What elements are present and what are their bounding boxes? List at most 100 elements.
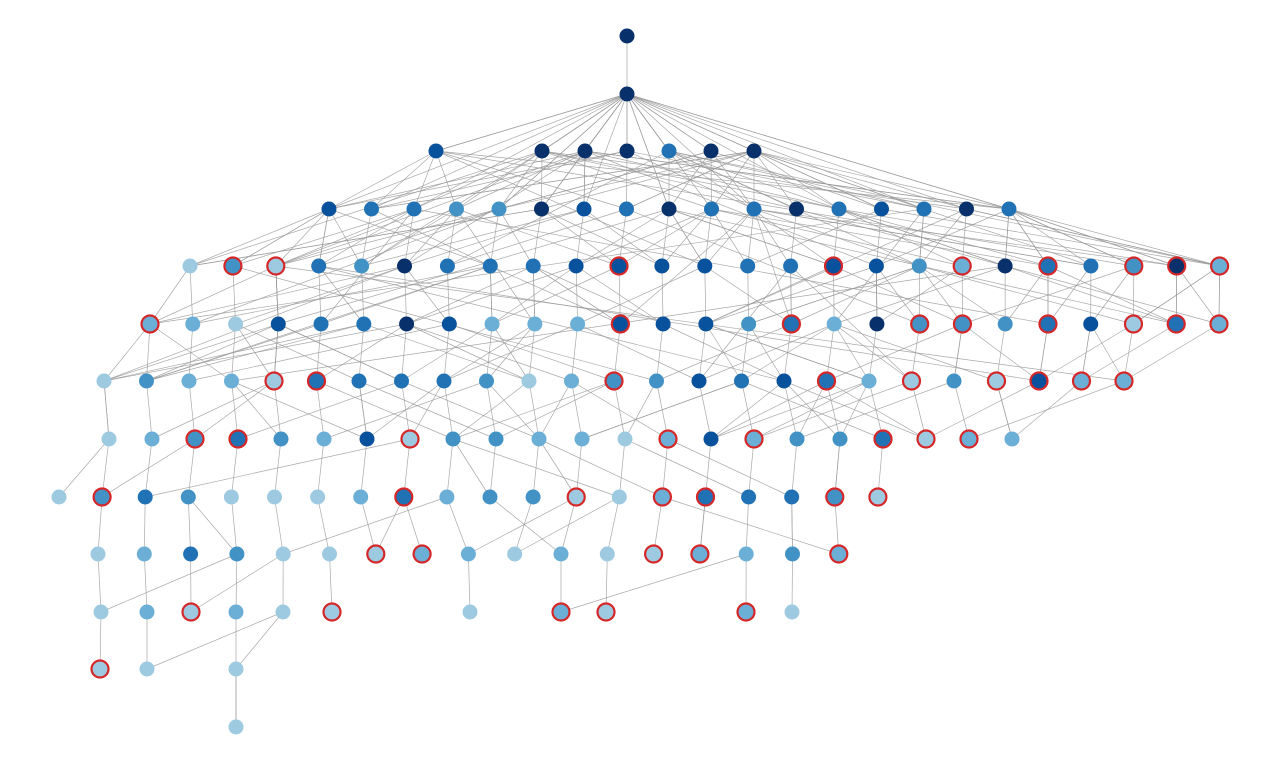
edge [791,438,798,498]
edge [753,150,1010,210]
edge [745,496,749,555]
node [183,546,199,562]
node [223,489,239,505]
edge [1038,323,1049,382]
edge [571,323,578,382]
edge [489,208,500,267]
node [654,258,670,274]
node [599,546,615,562]
edge [452,380,615,440]
edge [363,323,530,382]
edge [705,438,712,498]
edge [1090,323,1125,382]
node [224,373,239,389]
edge [144,438,153,498]
edge [318,265,322,325]
node [832,431,848,447]
edge [575,438,583,498]
edge [358,380,368,440]
edge [1004,265,1177,325]
edge [489,496,562,555]
node [697,258,713,274]
edge [318,265,365,325]
edge [571,380,583,440]
edge [698,323,707,382]
edge [486,380,540,440]
node [228,316,244,332]
edge [401,380,540,440]
edge [571,380,669,440]
node [785,546,800,562]
flagged-node [1114,371,1134,391]
node [698,316,714,332]
flagged-node [90,659,110,679]
edge [533,265,621,325]
node [525,489,541,505]
node [619,86,635,102]
edge [447,265,450,325]
node [946,373,962,389]
edge [143,496,146,555]
edge [318,208,330,267]
node [916,201,932,217]
edge [560,553,747,613]
edge [791,496,793,555]
edge [1123,323,1220,382]
edge [188,496,238,555]
edge [452,438,491,498]
edge [626,93,755,152]
edge [275,208,500,267]
node [553,546,569,562]
edge [435,150,705,267]
edge [698,380,712,440]
node [534,143,550,159]
edges [58,36,1220,727]
edge [235,323,275,382]
edge [358,380,497,440]
node [576,201,592,217]
node [507,546,523,562]
edge [232,208,415,267]
edge [618,438,626,498]
node [364,201,379,217]
edge [446,438,454,498]
edge [151,380,275,440]
node [139,373,154,389]
edge [235,611,284,670]
edge [538,438,663,498]
node [275,546,291,562]
edge [231,438,239,498]
edge [538,380,572,440]
edge [838,208,1049,267]
edge [435,150,457,210]
edge [328,208,491,267]
edge [626,93,670,210]
edge [533,265,664,325]
flagged-node [551,602,571,622]
edge [235,553,238,613]
edge [710,380,870,440]
edge [581,380,742,440]
edge [1176,265,1220,325]
edge [149,265,191,325]
node [619,201,634,217]
node [1083,258,1099,274]
edge [371,208,491,267]
edge [401,323,407,382]
edge [489,438,497,498]
flagged-node [264,371,284,391]
edge [753,208,1177,267]
node [275,604,291,620]
edge [919,265,1006,325]
edge [435,150,1134,267]
edge [748,323,785,382]
node [704,201,719,217]
edge [413,150,437,210]
edge [826,380,841,440]
edge [360,496,377,555]
edge [753,380,912,440]
node [182,258,198,274]
edge [188,380,196,440]
flagged-node [781,314,802,334]
edge [103,323,151,382]
